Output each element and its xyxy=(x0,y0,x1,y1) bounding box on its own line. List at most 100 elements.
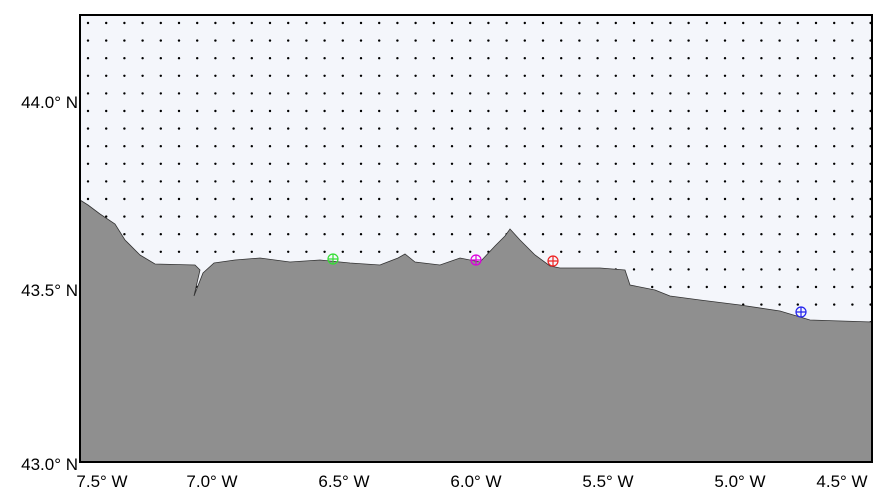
grid-dot xyxy=(742,21,745,25)
grid-dot xyxy=(141,74,144,78)
grid-dot xyxy=(778,250,781,253)
grid-dot xyxy=(232,145,235,148)
lat-label: 43.0° N xyxy=(21,455,78,474)
grid-dot xyxy=(123,109,126,113)
grid-dot xyxy=(632,74,636,78)
grid-dot xyxy=(796,21,799,25)
grid-dot xyxy=(214,233,217,236)
grid-dot xyxy=(287,92,290,95)
grid-dot xyxy=(560,180,563,183)
grid-dot xyxy=(687,127,690,130)
grid-dot xyxy=(742,145,745,148)
grid-dot xyxy=(796,127,799,130)
lon-label: 5.0° W xyxy=(714,472,765,491)
grid-dot xyxy=(614,57,617,60)
grid-dot xyxy=(523,162,526,165)
grid-dot xyxy=(196,233,199,236)
grid-dot xyxy=(833,57,836,60)
grid-dot xyxy=(214,162,217,165)
grid-dot xyxy=(796,233,799,236)
grid-dot xyxy=(833,92,836,95)
grid-dot xyxy=(596,109,599,113)
grid-dot xyxy=(705,233,708,236)
grid-dot xyxy=(505,162,508,165)
grid-dot xyxy=(796,268,799,271)
grid-dot xyxy=(414,92,417,95)
grid-dot xyxy=(196,180,199,183)
grid-dot xyxy=(669,215,672,218)
grid-dot xyxy=(760,57,763,60)
grid-dot xyxy=(396,180,399,183)
grid-dot xyxy=(596,39,599,42)
grid-dot xyxy=(487,92,490,95)
grid-dot xyxy=(851,233,854,236)
grid-dot xyxy=(341,109,344,113)
grid-dot xyxy=(250,250,253,253)
grid-dot xyxy=(487,21,490,25)
grid-dot xyxy=(469,92,472,95)
grid-dot xyxy=(177,127,181,130)
grid-dot xyxy=(196,92,199,95)
grid-dot xyxy=(578,109,581,113)
grid-dot xyxy=(796,215,799,218)
grid-dot xyxy=(669,268,672,271)
grid-dot xyxy=(323,233,326,236)
grid-dot xyxy=(341,215,344,218)
grid-dot xyxy=(833,233,836,236)
grid-dot xyxy=(851,145,854,148)
grid-dot xyxy=(414,21,417,25)
grid-dot xyxy=(396,250,399,253)
grid-dot xyxy=(323,109,326,113)
grid-dot xyxy=(833,250,836,253)
grid-dot xyxy=(341,197,344,201)
grid-dot xyxy=(578,127,581,130)
lon-label: 6.5° W xyxy=(318,472,369,491)
grid-dot xyxy=(469,197,472,201)
grid-dot xyxy=(814,285,818,289)
grid-dot xyxy=(268,92,272,95)
grid-dot xyxy=(105,145,108,148)
grid-dot xyxy=(359,21,363,25)
grid-dot xyxy=(232,233,235,236)
grid-dot xyxy=(833,74,836,78)
grid-dot xyxy=(578,197,581,201)
grid-dot xyxy=(523,197,526,201)
grid-dot xyxy=(833,215,836,218)
grid-dot xyxy=(723,127,727,130)
grid-dot xyxy=(268,215,272,218)
grid-dot xyxy=(341,21,344,25)
grid-dot xyxy=(268,233,272,236)
grid-dot xyxy=(541,57,545,60)
grid-dot xyxy=(651,215,654,218)
grid-dot xyxy=(523,145,526,148)
grid-dot xyxy=(323,250,326,253)
grid-dot xyxy=(432,233,435,236)
grid-dot xyxy=(523,39,526,42)
grid-dot xyxy=(396,92,399,95)
grid-dot xyxy=(669,74,672,78)
grid-dot xyxy=(469,215,472,218)
grid-dot xyxy=(141,127,144,130)
grid-dot xyxy=(214,21,217,25)
grid-dot xyxy=(432,109,435,113)
grid-dot xyxy=(632,145,636,148)
grid-dot xyxy=(414,180,417,183)
grid-dot xyxy=(177,250,181,253)
grid-dot xyxy=(596,74,599,78)
grid-dot xyxy=(396,74,399,78)
grid-dot xyxy=(851,250,854,253)
grid-dot xyxy=(578,74,581,78)
grid-dot xyxy=(796,57,799,60)
grid-dot xyxy=(159,215,162,218)
grid-dot xyxy=(341,39,344,42)
grid-dot xyxy=(86,21,90,25)
grid-dot xyxy=(214,250,217,253)
grid-dot xyxy=(596,180,599,183)
grid-dot xyxy=(669,162,672,165)
grid-dot xyxy=(469,74,472,78)
grid-dot xyxy=(505,197,508,201)
grid-dot xyxy=(159,92,162,95)
grid-dot xyxy=(687,21,690,25)
lon-label: 7.0° W xyxy=(186,472,237,491)
grid-dot xyxy=(323,92,326,95)
